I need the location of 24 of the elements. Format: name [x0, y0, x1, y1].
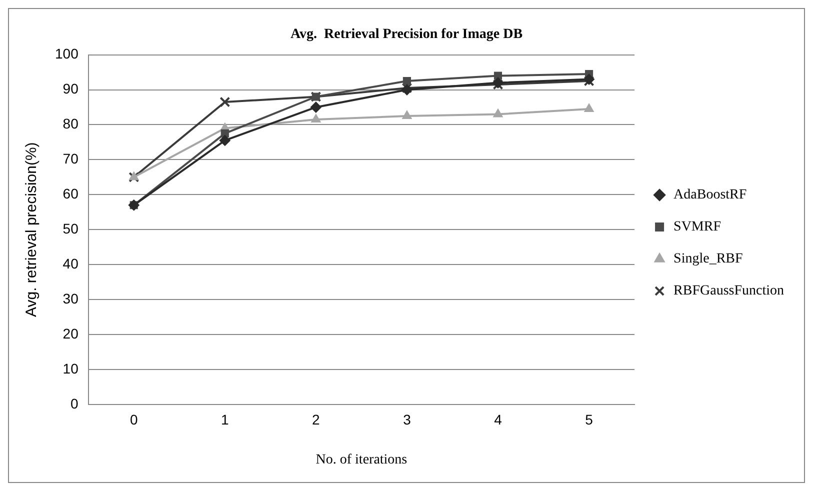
x-tick-label: 1: [221, 412, 230, 428]
x-tick-label: 5: [585, 412, 594, 428]
chart-title: Avg. Retrieval Precision for Image DB: [290, 27, 523, 42]
y-tick-label: 90: [62, 80, 79, 97]
x-tick-label: 4: [494, 412, 502, 428]
y-tick-label: 100: [55, 46, 79, 62]
legend-label: RBFGaussFunction: [674, 284, 784, 299]
y-tick-label: 80: [62, 116, 79, 132]
legend-label: Single_RBF: [674, 252, 743, 267]
x-tick-label: 3: [403, 412, 412, 428]
y-tick-label: 50: [62, 220, 79, 236]
legend-label: AdaBoostRF: [674, 188, 747, 203]
y-tick-label: 70: [62, 150, 79, 167]
y-tick-label: 60: [62, 186, 79, 202]
y-axis-title: Avg. retrieval precision(%): [23, 142, 40, 317]
x-tick-label: 2: [312, 412, 320, 428]
x-axis-title: No. of iterations: [316, 452, 408, 468]
y-tick-label: 30: [62, 290, 79, 306]
legend-label: SVMRF: [674, 220, 722, 235]
y-tick-label: 20: [62, 325, 79, 342]
y-tick-label: 10: [62, 360, 79, 376]
y-tick-label: 40: [62, 255, 79, 272]
x-tick-label: 0: [130, 412, 138, 428]
y-tick-label: 0: [70, 395, 79, 412]
